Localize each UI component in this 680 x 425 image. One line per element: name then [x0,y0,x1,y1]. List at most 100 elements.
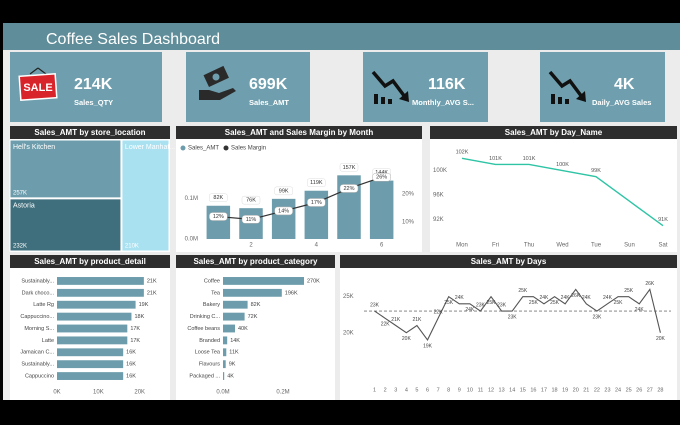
point-value-label: 25K [624,288,634,294]
kpi-label: Daily_AVG Sales [592,98,651,107]
margin-value-label: 11% [246,217,257,223]
y-tick-label: Drinking C... [190,314,221,320]
tile-value: 210K [125,244,139,250]
panel [430,126,677,252]
point-value-label: 24K [561,295,571,301]
tile-label: Hell's Kitchen [13,144,55,151]
x-tick-label: 21 [583,387,589,393]
tile-value: 232K [13,244,27,250]
bar [57,348,124,357]
x-tick-label: 14 [509,387,515,393]
bar-value-label: 9K [229,362,236,368]
bar-value-label: 76K [246,198,256,204]
point-value-label: 101K [523,156,536,162]
x-tick-label: 18 [551,387,557,393]
label-box [274,206,293,216]
kpi-value: 4K [614,76,635,93]
y-tick-label: Latte Rg [33,302,54,308]
x-tick-label: 10K [93,390,104,396]
x-tick-label: 28 [657,387,663,393]
bar [57,277,144,285]
x-tick-label: 15 [520,387,526,393]
bar [57,324,128,333]
bar [223,312,245,321]
bar-value-label: 82K [251,302,261,308]
x-tick-label: Fri [492,243,499,249]
x-tick-label: Sun [624,243,635,249]
x-tick-label: 2 [384,387,387,393]
x-tick-label: 8 [447,387,450,393]
y-tick-label: Packaged ... [189,374,220,380]
point-value-label: 91K [658,217,668,223]
bar [223,372,225,380]
margin-value-label: 17% [311,200,322,206]
y-tick-label: 92K [433,217,444,223]
y-tick-label: Cappuccino... [20,314,54,320]
x-tick-label: 11 [478,387,484,393]
x-tick-label: 19 [562,387,568,393]
y-tick-label: Tea [211,290,221,296]
point-value-label: 24K [540,295,550,301]
x-tick-label: 12 [488,387,494,393]
bar [57,288,144,297]
bar [57,372,124,380]
bar-value-label: 196K [285,290,298,296]
x-tick-label: 26 [636,387,642,393]
point-value-label: 25K [487,300,497,306]
y-tick-label: Dark choco... [22,290,55,296]
label-box [241,215,261,224]
point-value-label: 99K [591,168,601,174]
y-tick-label: Sustainably... [21,278,54,284]
panel-title: Sales_AMT by Day_Name [505,128,603,137]
money-hand-icon [199,65,236,100]
bar-value-label: 72K [248,314,258,320]
panel-title-bar [10,126,170,139]
header-band [3,23,680,50]
bar-value-label: 16K [126,362,136,368]
label-box [339,184,359,193]
point-value-label: 24K [465,307,475,313]
x-tick-label: Thu [524,243,534,249]
y-tick-label: Loose Tea [195,350,221,356]
y-tick-label: Branded [199,338,220,344]
point-value-label: 101K [489,156,502,162]
x-tick-label: 0K [53,390,60,396]
legend-swatch [180,145,186,151]
point-value-label: 24K [455,295,465,301]
y-tick-label: Sustainably... [21,362,54,368]
label-box [241,195,261,205]
x-tick-label: Sat [658,243,667,249]
point-value-label: 23K [497,302,507,308]
bar-value-label: 16K [126,350,136,356]
point-value-label: 23K [592,314,602,320]
y-tick-label: 0.1M [185,196,198,202]
x-tick-label: Wed [556,243,568,249]
y-tick-label: 25K [343,294,354,300]
panel-title: Sales_AMT by product_detail [34,257,146,266]
y-tick-label: Coffee [204,278,220,284]
x-tick-label: 24 [615,387,621,393]
kpi-label: Sales_AMT [249,98,289,107]
bar-value-label: 17K [130,338,140,344]
point-value-label: 24K [603,295,613,301]
margin-value-label: 14% [278,208,289,214]
x-tick-label: 0.0M [216,390,229,396]
bar [223,288,282,297]
bar-value-label: 19K [139,302,149,308]
point-value-label: 21K [412,317,422,323]
bar-value-label: 4K [227,374,234,380]
kpi-value: 699K [249,76,288,93]
trend-down-icon [548,70,586,104]
tile-value: 257K [13,190,27,196]
panel-title-bar [430,126,677,139]
bar-value-label: 21K [147,290,157,296]
y-tick-label: 0.0M [185,237,198,243]
y-tick-label: 100K [433,168,447,174]
y-tick-label: Cappuccino [25,374,54,380]
point-value-label: 25K [529,300,539,306]
x-tick-label: 3 [394,387,397,393]
point-value-label: 102K [456,150,469,156]
treemap-tile [9,139,122,199]
point-value-label: 25K [614,300,624,306]
bar [57,360,124,369]
